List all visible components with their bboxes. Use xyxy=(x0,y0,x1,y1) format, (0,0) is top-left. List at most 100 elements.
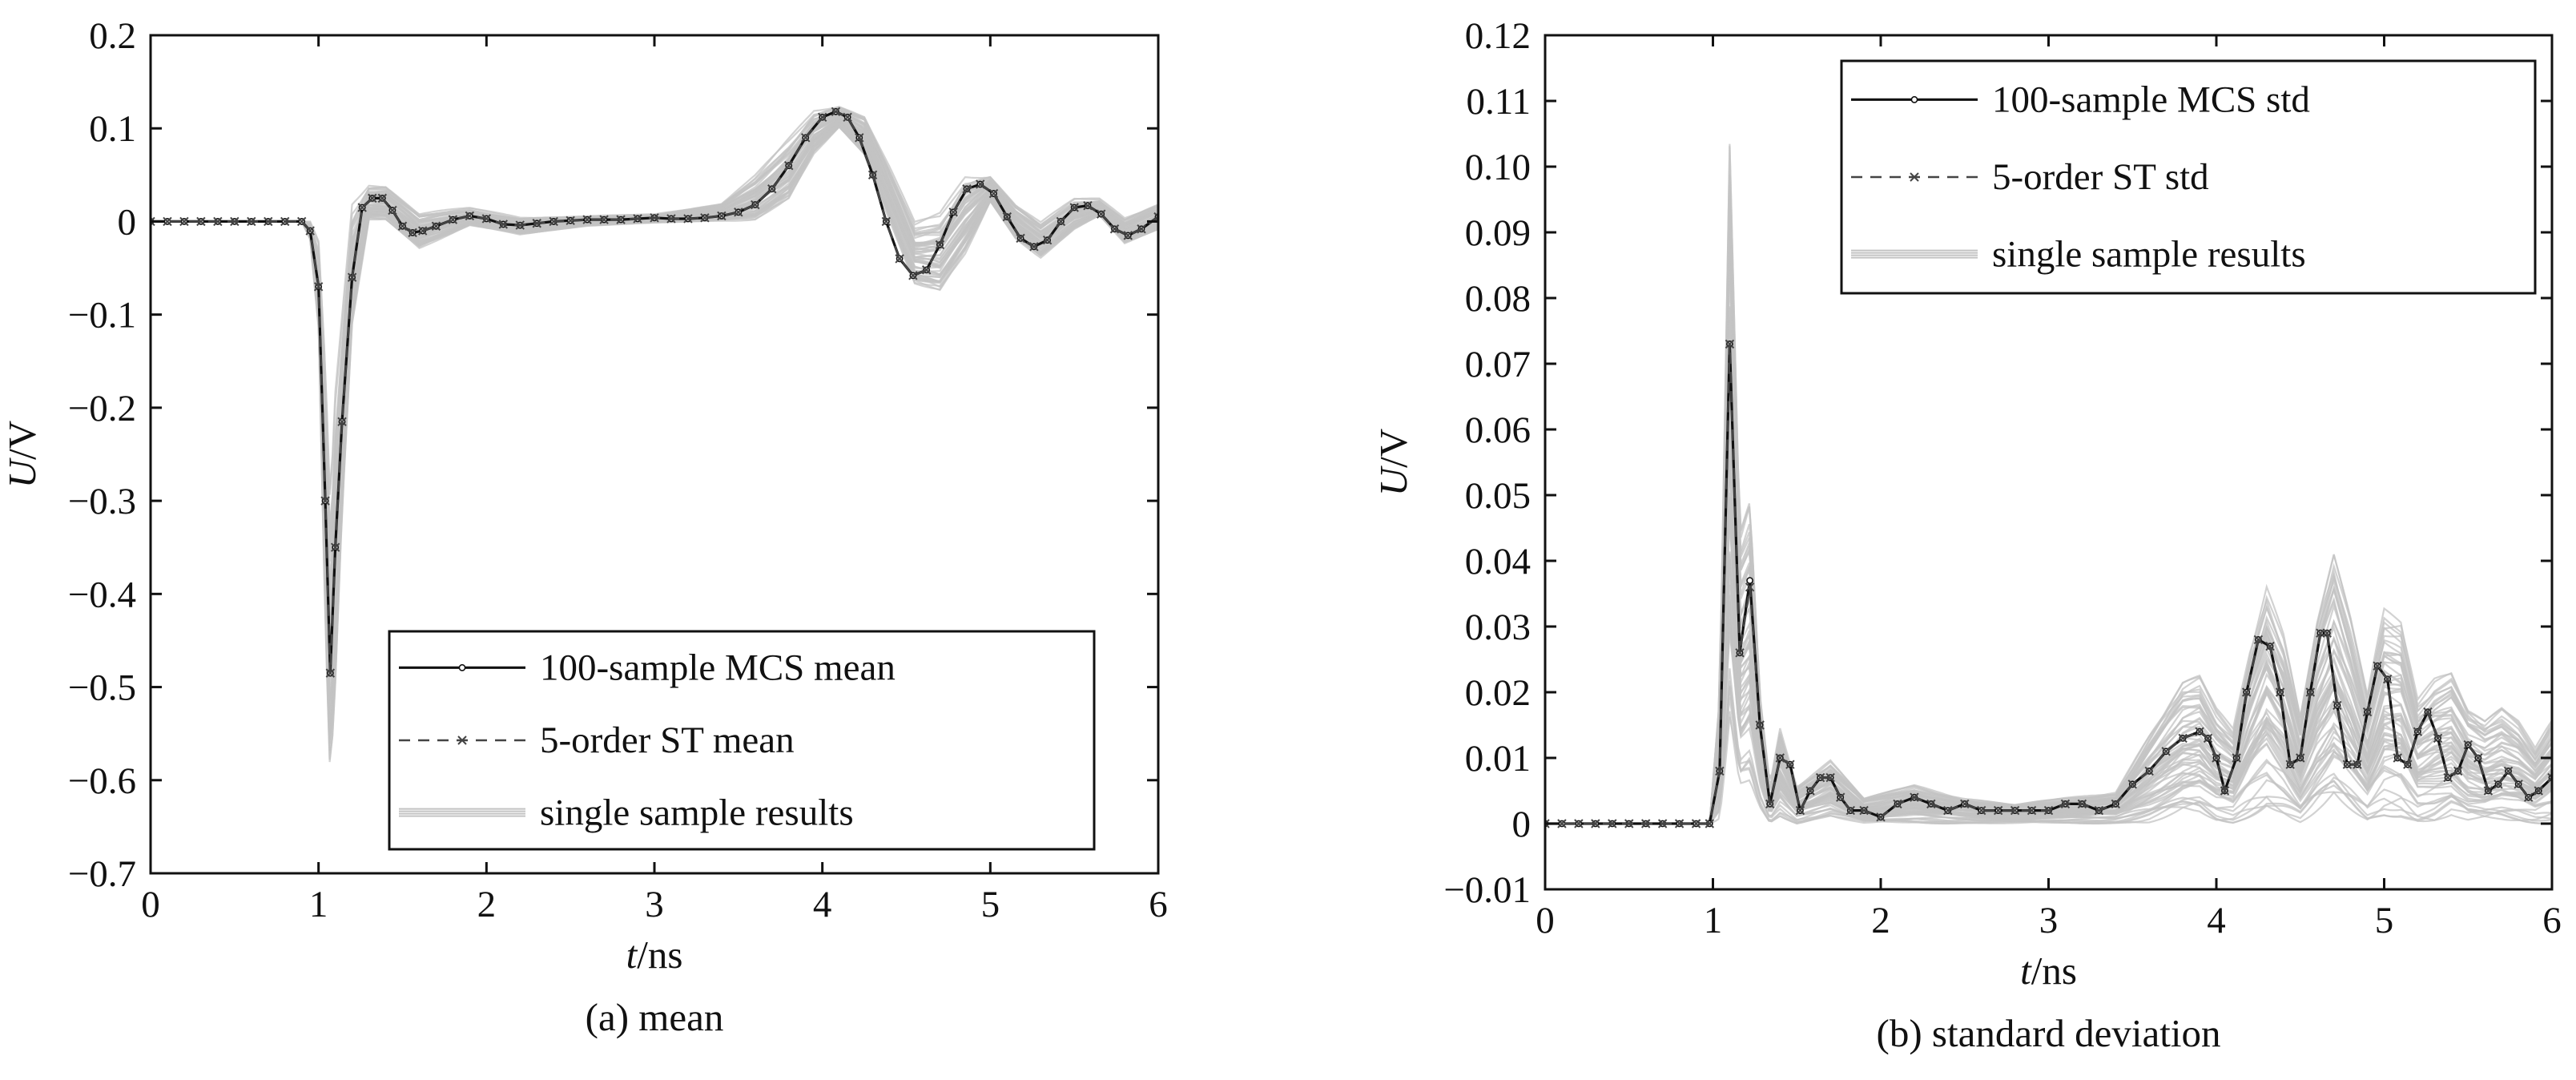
st-point xyxy=(337,417,347,427)
st-point xyxy=(2493,780,2503,789)
st-point xyxy=(1815,772,1825,783)
st-point xyxy=(549,216,558,227)
y-tick-label: 0 xyxy=(1512,804,1532,845)
st-point xyxy=(515,220,525,230)
sample-result-line xyxy=(151,111,1158,594)
sample-result-line xyxy=(151,111,1158,606)
st-point xyxy=(1591,819,1600,828)
y-tick-label: 0.02 xyxy=(1465,672,1531,714)
panel-caption: (b) standard deviation xyxy=(1877,1011,2221,1055)
y-axis-label-unit: /V xyxy=(0,421,44,460)
st-point xyxy=(357,203,367,212)
st-point xyxy=(683,214,693,224)
st-point xyxy=(2043,805,2054,816)
y-tick-label: 0 xyxy=(118,201,137,243)
st-point xyxy=(1943,805,1953,816)
x-tick-label: 2 xyxy=(1871,900,1890,941)
legend: 100-sample MCS mean 5-order ST mean sing… xyxy=(388,630,1096,851)
sample-result-line xyxy=(1545,205,2552,825)
sample-result-line xyxy=(151,115,1158,590)
sample-result-line xyxy=(151,112,1158,596)
y-axis-ticks: 0.12 0.11 0.10 0.09 0.08 0.07 0.06 0.05 0.04 0.03… xyxy=(1443,15,2552,911)
st-point xyxy=(2242,687,2252,697)
st-point xyxy=(1705,819,1715,828)
st-point xyxy=(2483,786,2493,796)
y-tick-label: 0.01 xyxy=(1465,738,1531,780)
sample-result-line xyxy=(151,111,1158,586)
y-axis-label: U/V xyxy=(0,421,44,488)
st-point xyxy=(397,221,408,231)
st-point xyxy=(2322,628,2332,638)
st-point xyxy=(408,228,417,238)
st-point xyxy=(2144,766,2154,776)
st-point xyxy=(1960,799,1970,809)
y-tick-label: −0.01 xyxy=(1443,869,1531,911)
st-point xyxy=(1153,212,1158,222)
y-tick-label: 0.10 xyxy=(1465,147,1531,188)
legend-entry-mcs: 100-sample MCS std xyxy=(1992,79,2310,120)
sample-result-line xyxy=(151,108,1158,530)
sample-result-line xyxy=(151,110,1158,562)
st-point xyxy=(2433,733,2443,744)
st-point xyxy=(2362,707,2373,717)
sample-result-line xyxy=(151,109,1158,588)
st-point xyxy=(1557,819,1567,828)
st-point xyxy=(320,496,330,506)
st-point xyxy=(2453,766,2463,776)
st-point xyxy=(800,133,811,143)
st-point xyxy=(2382,674,2393,684)
st-point xyxy=(1825,772,1835,783)
y-axis-label-var: U xyxy=(1371,465,1415,496)
st-point xyxy=(1674,819,1684,828)
sample-result-line xyxy=(151,110,1158,527)
sample-result-line xyxy=(151,106,1158,544)
st-point xyxy=(296,216,307,227)
st-point xyxy=(280,216,290,227)
st-point xyxy=(1608,819,1617,828)
st-point xyxy=(196,216,206,227)
y-tick-label: −0.2 xyxy=(68,388,136,429)
sample-result-line xyxy=(151,110,1158,595)
st-point xyxy=(2232,753,2241,763)
st-point xyxy=(213,216,223,227)
x-tick-label: 3 xyxy=(645,884,664,925)
st-point xyxy=(325,668,336,678)
st-point xyxy=(2514,780,2523,789)
legend-entry-st: 5-order ST mean xyxy=(540,719,795,761)
y-tick-label: −0.5 xyxy=(68,667,136,709)
st-point xyxy=(2373,661,2382,671)
sample-result-line xyxy=(151,111,1158,581)
sample-result-line xyxy=(151,114,1158,590)
st-point xyxy=(855,133,864,143)
sample-result-line xyxy=(1545,184,2552,825)
sample-result-line xyxy=(151,106,1158,539)
st-point xyxy=(1056,216,1066,227)
st-point xyxy=(1016,233,1025,244)
legend-entry-mcs: 100-sample MCS mean xyxy=(540,647,896,688)
x-axis-label-unit: /ns xyxy=(637,933,682,977)
st-point xyxy=(843,112,852,122)
sample-result-line xyxy=(1545,375,2552,825)
st-point xyxy=(1657,819,1668,828)
sample-result-line xyxy=(151,111,1158,621)
st-point xyxy=(2534,786,2543,796)
x-tick-label: 6 xyxy=(1149,884,1168,925)
st-point xyxy=(734,208,743,217)
st-point xyxy=(817,112,827,122)
st-point xyxy=(1976,805,1986,816)
st-point xyxy=(962,184,972,194)
st-point xyxy=(151,216,155,227)
sample-result-line xyxy=(1545,224,2552,825)
legend-swatch-mcs xyxy=(1851,95,1978,103)
st-point xyxy=(751,199,760,210)
y-tick-label: 0.06 xyxy=(1465,409,1531,451)
x-tick-label: 2 xyxy=(477,884,497,925)
sample-result-line xyxy=(1545,202,2552,825)
st-point xyxy=(1876,812,1886,822)
st-point xyxy=(935,240,945,250)
st-point xyxy=(2265,641,2275,651)
panel-mean: 0 1 2 3 4 5 6 0.2 0.1 0 −0.1 −0.2 −0.3 −0.4 −0.5 −0.6 −… xyxy=(0,15,1168,1039)
sample-result-line xyxy=(151,109,1158,585)
y-tick-label: −0.3 xyxy=(68,481,136,522)
